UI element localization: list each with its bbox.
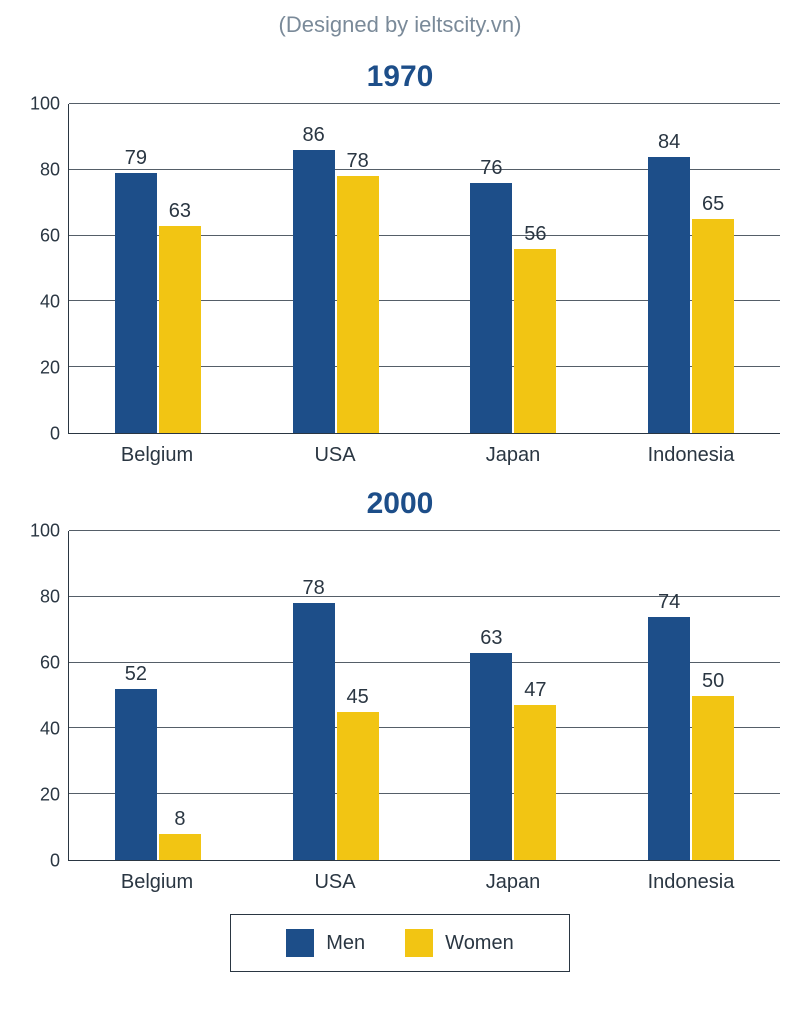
bar-value-label: 45 bbox=[347, 686, 369, 709]
legend-item-women: Women bbox=[405, 929, 514, 957]
bar-group: 7963 bbox=[69, 104, 247, 433]
bar-value-label: 65 bbox=[702, 193, 724, 216]
x-axis: BelgiumUSAJapanIndonesia bbox=[68, 871, 780, 894]
bar-value-label: 74 bbox=[658, 591, 680, 614]
charts-container: 19700204060801007963867876568465BelgiumU… bbox=[20, 60, 780, 894]
y-tick: 20 bbox=[40, 358, 60, 379]
bar-group: 7656 bbox=[425, 104, 603, 433]
bar-value-label: 78 bbox=[303, 577, 325, 600]
bar-women: 8 bbox=[159, 834, 201, 860]
bar-group: 7845 bbox=[247, 531, 425, 860]
bar-value-label: 79 bbox=[125, 147, 147, 170]
bar-value-label: 76 bbox=[480, 157, 502, 180]
chart-title: 2000 bbox=[20, 487, 780, 521]
plot-wrap: 020406080100528784563477450 bbox=[20, 531, 780, 861]
y-tick: 80 bbox=[40, 587, 60, 608]
chart-1970: 19700204060801007963867876568465BelgiumU… bbox=[20, 60, 780, 467]
x-axis: BelgiumUSAJapanIndonesia bbox=[68, 444, 780, 467]
y-tick: 100 bbox=[30, 94, 60, 115]
bar-men: 79 bbox=[115, 173, 157, 433]
bar-value-label: 50 bbox=[702, 670, 724, 693]
bar-women: 50 bbox=[692, 696, 734, 861]
credit-line: (Designed by ieltscity.vn) bbox=[20, 12, 780, 38]
bar-women: 45 bbox=[337, 712, 379, 860]
bar-group: 6347 bbox=[425, 531, 603, 860]
bar-women: 56 bbox=[514, 249, 556, 433]
bar-men: 63 bbox=[470, 653, 512, 860]
bars-row: 528784563477450 bbox=[69, 531, 780, 860]
y-axis: 020406080100 bbox=[20, 104, 68, 434]
y-axis: 020406080100 bbox=[20, 531, 68, 861]
x-category-label: Indonesia bbox=[602, 444, 780, 467]
swatch-women bbox=[405, 929, 433, 957]
bar-group: 8678 bbox=[247, 104, 425, 433]
bar-group: 528 bbox=[69, 531, 247, 860]
bar-value-label: 63 bbox=[169, 200, 191, 223]
bar-value-label: 63 bbox=[480, 627, 502, 650]
x-category-label: Japan bbox=[424, 871, 602, 894]
plot-area: 7963867876568465 bbox=[68, 104, 780, 434]
bar-women: 47 bbox=[514, 705, 556, 860]
legend-item-men: Men bbox=[286, 929, 365, 957]
bars-row: 7963867876568465 bbox=[69, 104, 780, 433]
bar-value-label: 8 bbox=[174, 808, 185, 831]
y-tick: 20 bbox=[40, 785, 60, 806]
x-category-label: USA bbox=[246, 444, 424, 467]
bar-men: 76 bbox=[470, 183, 512, 433]
bar-men: 74 bbox=[648, 617, 690, 860]
y-tick: 60 bbox=[40, 226, 60, 247]
chart-2000: 2000020406080100528784563477450BelgiumUS… bbox=[20, 487, 780, 894]
legend-label-women: Women bbox=[445, 932, 514, 955]
swatch-men bbox=[286, 929, 314, 957]
y-tick: 100 bbox=[30, 521, 60, 542]
x-category-label: USA bbox=[246, 871, 424, 894]
bar-women: 78 bbox=[337, 176, 379, 433]
bar-women: 63 bbox=[159, 226, 201, 433]
chart-title: 1970 bbox=[20, 60, 780, 94]
bar-group: 7450 bbox=[602, 531, 780, 860]
bar-group: 8465 bbox=[602, 104, 780, 433]
bar-value-label: 78 bbox=[347, 150, 369, 173]
y-tick: 60 bbox=[40, 653, 60, 674]
x-category-label: Indonesia bbox=[602, 871, 780, 894]
bar-men: 78 bbox=[293, 603, 335, 860]
bar-value-label: 56 bbox=[524, 223, 546, 246]
x-category-label: Belgium bbox=[68, 871, 246, 894]
x-category-label: Japan bbox=[424, 444, 602, 467]
y-tick: 80 bbox=[40, 160, 60, 181]
y-tick: 40 bbox=[40, 292, 60, 313]
y-tick: 0 bbox=[50, 424, 60, 445]
x-category-label: Belgium bbox=[68, 444, 246, 467]
bar-value-label: 47 bbox=[524, 679, 546, 702]
plot-area: 528784563477450 bbox=[68, 531, 780, 861]
y-tick: 0 bbox=[50, 851, 60, 872]
plot-wrap: 0204060801007963867876568465 bbox=[20, 104, 780, 434]
y-tick: 40 bbox=[40, 719, 60, 740]
bar-value-label: 84 bbox=[658, 131, 680, 154]
bar-men: 52 bbox=[115, 689, 157, 860]
legend-label-men: Men bbox=[326, 932, 365, 955]
bar-men: 84 bbox=[648, 157, 690, 433]
bar-value-label: 52 bbox=[125, 663, 147, 686]
bar-value-label: 86 bbox=[303, 124, 325, 147]
bar-men: 86 bbox=[293, 150, 335, 433]
legend: Men Women bbox=[230, 914, 570, 972]
bar-women: 65 bbox=[692, 219, 734, 433]
